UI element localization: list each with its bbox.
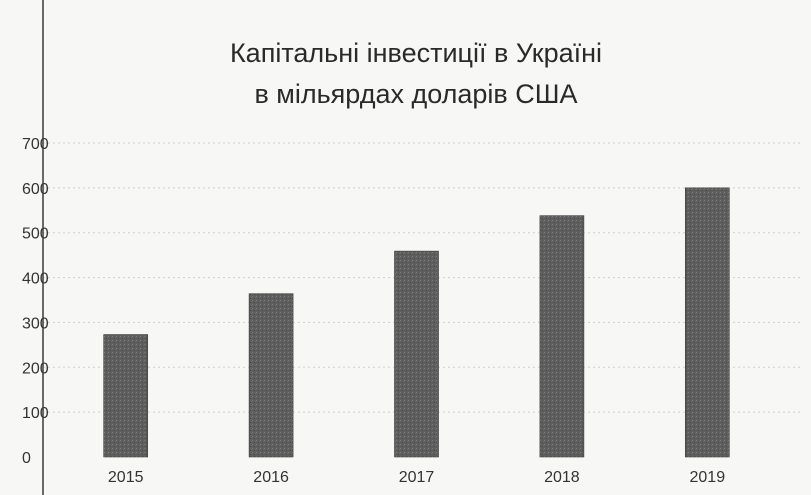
bar-2017	[395, 251, 439, 457]
y-tick-label: 500	[22, 226, 49, 243]
y-tick-label: 300	[22, 315, 49, 332]
bar-2015	[104, 335, 148, 457]
y-tick-label: 200	[22, 360, 49, 377]
x-tick-label: 2015	[108, 469, 144, 486]
x-tick-label: 2016	[253, 469, 289, 486]
x-tick-label: 2018	[544, 469, 580, 486]
y-axis-ticks: 0 100 200 300 400 500 600 700	[22, 136, 49, 467]
bars	[104, 188, 730, 457]
y-tick-label: 100	[22, 405, 49, 422]
x-tick-label: 2019	[690, 469, 726, 486]
bar-2018	[540, 216, 584, 457]
chart-title-line-1: Капітальні інвестиції в Україні	[230, 38, 602, 68]
x-axis-ticks: 2015 2016 2017 2018 2019	[108, 469, 725, 486]
bar-2019	[685, 188, 729, 457]
bar-2016	[249, 294, 293, 457]
y-tick-label: 700	[22, 136, 49, 153]
y-tick-label: 400	[22, 271, 49, 288]
x-tick-label: 2017	[399, 469, 435, 486]
chart-title-line-2: в мільярдах доларів США	[254, 79, 577, 109]
y-tick-label: 600	[22, 181, 49, 198]
y-tick-label: 0	[22, 450, 31, 467]
